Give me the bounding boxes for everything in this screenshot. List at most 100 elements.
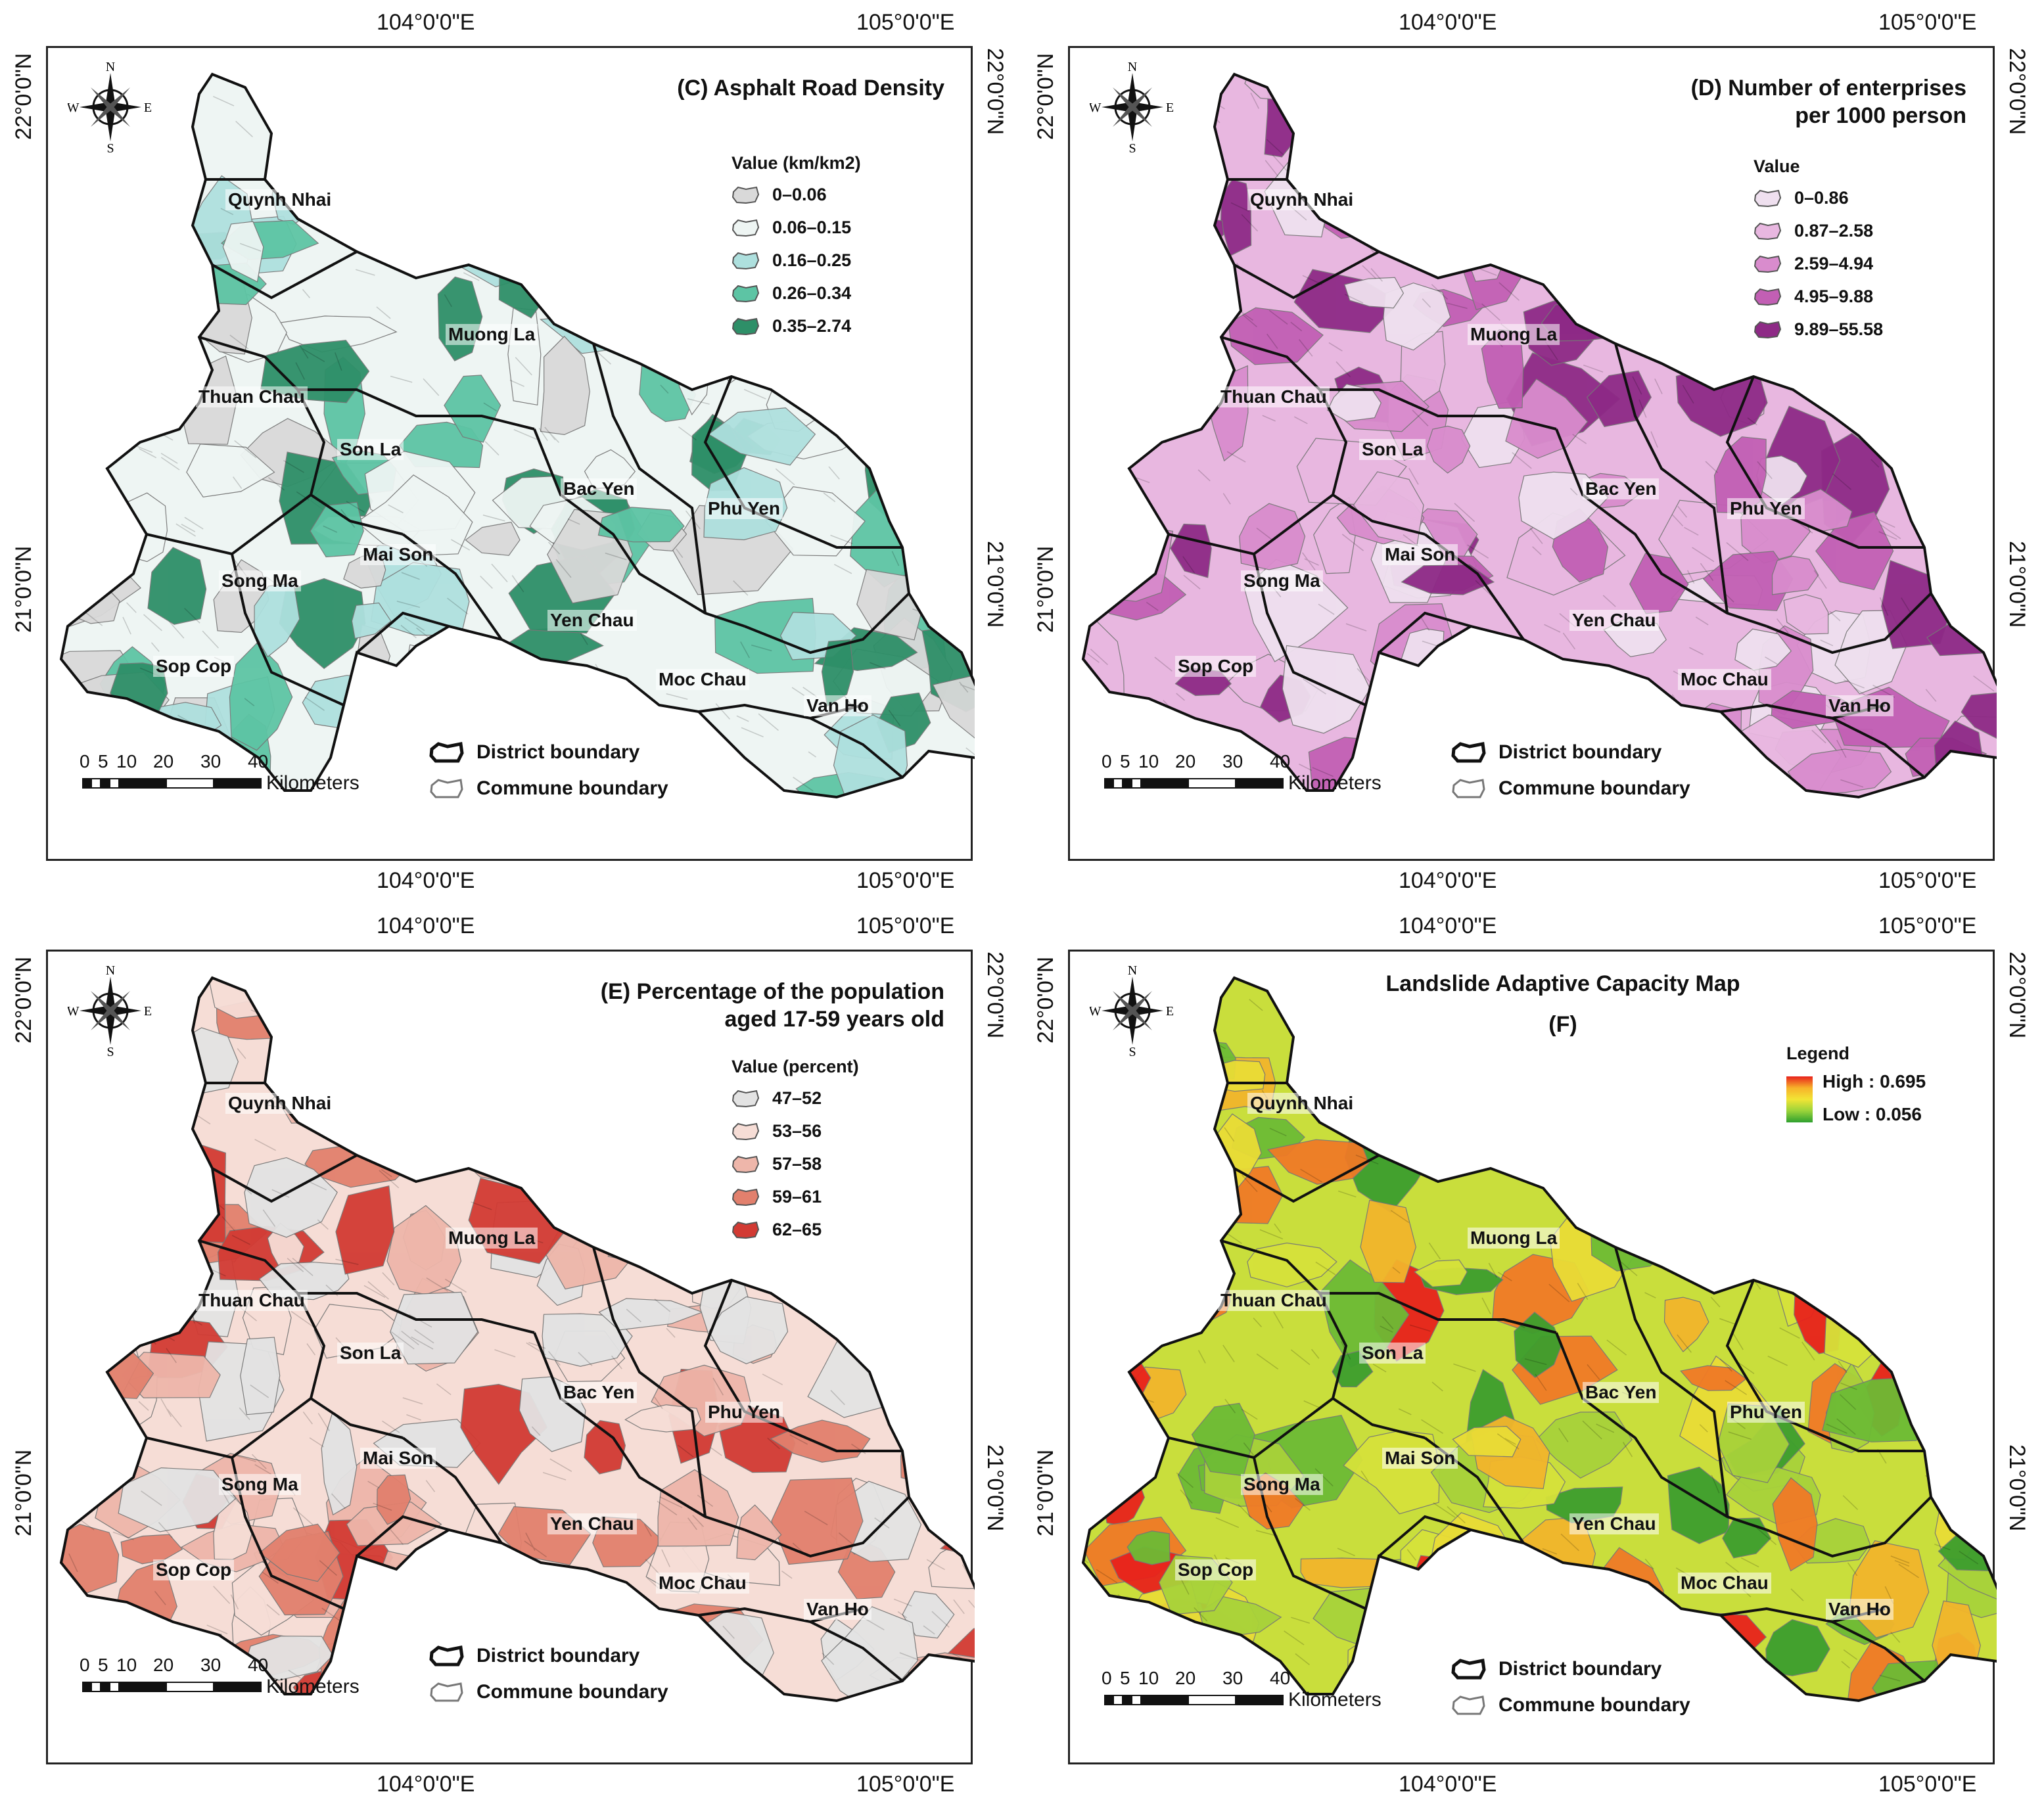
commune-130 [1703, 1143, 1757, 1186]
compass-s: S [1128, 1045, 1136, 1057]
scale-bar [82, 1682, 262, 1692]
district-label-mai-son: Mai Son [1382, 1448, 1458, 1469]
legend-swatch [732, 1188, 760, 1206]
lon-label-top-1: 104°0'0"E [377, 913, 475, 938]
district-boundary-text: District boundary [1498, 1658, 1662, 1680]
commune-64 [1704, 1668, 1752, 1701]
commune-134 [634, 168, 727, 250]
district-label-muong-la: Muong La [446, 1228, 538, 1249]
legend-item-4: 4.95–9.88 [1754, 287, 1873, 307]
lon-label-bottom-1: 104°0'0"E [1399, 868, 1497, 893]
district-label-muong-la: Muong La [1468, 1228, 1560, 1249]
commune-85 [1609, 1187, 1718, 1217]
compass-w: W [1090, 101, 1102, 115]
commune-39 [1264, 74, 1302, 158]
commune-137 [282, 141, 333, 185]
north-arrow-icon: N S W E [67, 963, 153, 1059]
commune-123 [1803, 271, 1916, 363]
scale-bar-labels: 0 5 10 20 30 40 [80, 1655, 290, 1677]
commune-8 [1140, 204, 1226, 282]
district-boundary-legend: District boundary [429, 741, 639, 764]
district-label-bac-yen: Bac Yen [561, 1382, 638, 1403]
map-title: (D) Number of enterprises per 1000 person [1691, 74, 1966, 129]
district-label-moc-chau: Moc Chau [656, 669, 749, 690]
commune-22 [1140, 1109, 1186, 1215]
commune-115 [386, 1205, 462, 1295]
commune-42 [87, 1154, 193, 1222]
district-boundary-2 [198, 1239, 535, 1334]
scale-tick-40: 40 [248, 1655, 269, 1675]
commune-30 [619, 271, 714, 322]
commune-124 [1917, 137, 1982, 229]
lat-label-right-1: 22°0'0"N [2005, 952, 2030, 1039]
commune-67 [507, 307, 542, 406]
commune-59 [1815, 511, 1894, 590]
district-boundary-12 [810, 1621, 904, 1682]
district-boundary-8 [592, 343, 707, 614]
district-boundary-8 [1614, 343, 1729, 614]
scale-bar [1104, 1695, 1284, 1705]
commune-9 [95, 143, 162, 229]
legend-label: 57–58 [772, 1154, 822, 1174]
map-panel-2: 104°0'0"E 105°0'0"E 104°0'0"E 105°0'0"E 22°0… [1033, 10, 2030, 893]
lon-label-top-1: 104°0'0"E [1399, 10, 1497, 35]
scale-tick-5: 5 [1120, 751, 1130, 771]
province-outline [59, 72, 975, 799]
map-panel-4: 104°0'0"E 105°0'0"E 104°0'0"E 105°0'0"E 22°0… [1033, 913, 2030, 1797]
commune-46 [653, 196, 699, 276]
commune-69 [592, 1116, 677, 1206]
lon-label-top-2: 105°0'0"E [1878, 10, 1977, 35]
commune-20 [1220, 179, 1252, 257]
legend-swatch [1754, 189, 1782, 207]
lat-label-right-2: 21°0'0"N [983, 541, 1008, 628]
commune-8 [116, 323, 202, 406]
scale-unit-label: Kilometers [266, 1676, 360, 1697]
commune-103 [651, 1093, 740, 1168]
commune-21 [72, 276, 162, 377]
map-title-line2: per 1000 person [1795, 103, 1966, 128]
commune-76 [912, 1654, 971, 1701]
commune-74 [1151, 1105, 1196, 1173]
district-boundary-12 [1832, 1621, 1926, 1682]
legend-title: Value (percent) [732, 1057, 859, 1076]
compass-n: N [106, 965, 115, 978]
commune-9 [426, 1013, 514, 1067]
lat-label-left-1: 22°0'0"N [11, 53, 36, 140]
scale-tick-30: 30 [1222, 1668, 1243, 1688]
lon-label-bottom-2: 105°0'0"E [856, 1772, 955, 1797]
commune-136 [258, 1523, 340, 1582]
district-label-van-ho: Van Ho [1826, 695, 1893, 716]
compass-w: W [68, 101, 80, 115]
compass-n: N [106, 61, 115, 74]
district-label-quynh-nhai: Quynh Nhai [225, 1093, 335, 1114]
commune-43 [1300, 1557, 1395, 1588]
province-map [59, 976, 975, 1703]
legend-swatch [732, 252, 760, 269]
commune-boundary-swatch [1452, 779, 1485, 798]
district-boundary-text: District boundary [476, 1645, 640, 1667]
commune-28 [1152, 1208, 1188, 1255]
legend-label: 62–65 [772, 1220, 822, 1239]
district-boundary-13 [356, 611, 450, 654]
district-label-song-ma: Song Ma [1241, 1474, 1323, 1495]
legend-item-3: 57–58 [732, 1154, 822, 1174]
legend-swatch [1754, 222, 1782, 240]
district-boundary-legend: District boundary [429, 1645, 639, 1667]
commune-92 [584, 1419, 626, 1475]
lat-label-right-1: 22°0'0"N [983, 952, 1008, 1039]
lat-label-left-1: 22°0'0"N [1033, 956, 1058, 1044]
commune-138 [1343, 277, 1405, 309]
commune-102 [81, 282, 149, 322]
map-title: Landslide Adaptive Capacity Map (F) [1366, 970, 1760, 1038]
lon-label-top-2: 105°0'0"E [856, 913, 955, 938]
lon-label-bottom-1: 104°0'0"E [377, 868, 475, 893]
commune-24 [353, 193, 457, 249]
lon-label-top-2: 105°0'0"E [1878, 913, 1977, 938]
district-label-son-la: Son La [337, 1343, 404, 1364]
commune-128 [1663, 202, 1760, 276]
commune-126 [444, 375, 501, 443]
scale-tick-30: 30 [1222, 751, 1243, 771]
commune-117 [1667, 1466, 1730, 1544]
legend-swatch [1754, 255, 1782, 273]
legend-swatch [732, 285, 760, 302]
